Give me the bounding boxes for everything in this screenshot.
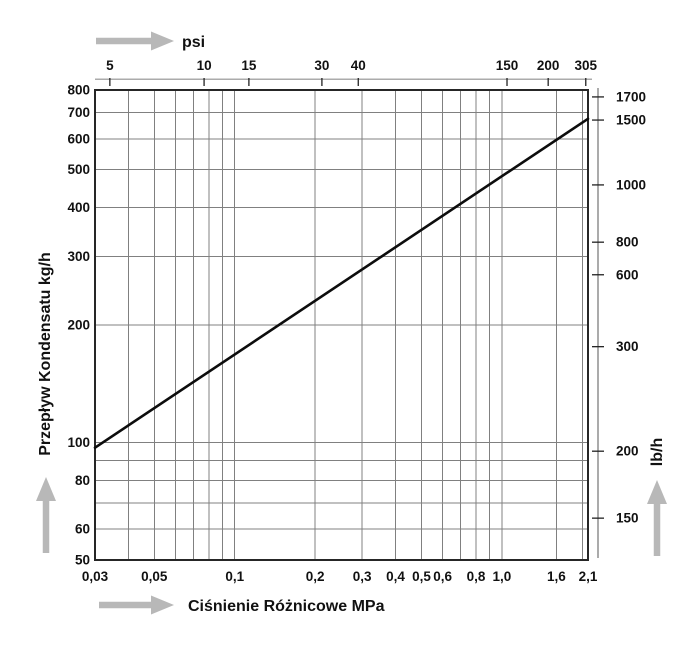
x-tick-label: 2,1 [579, 569, 598, 584]
x-tick-label: 0,4 [386, 569, 405, 584]
y-tick-label: 200 [67, 318, 90, 333]
lbh-tick-label: 200 [616, 444, 639, 459]
x-tick-label: 1,0 [493, 569, 512, 584]
psi-tick-label: 30 [314, 58, 329, 73]
y-tick-label: 60 [75, 522, 90, 537]
x-tick-label: 0,2 [306, 569, 325, 584]
lbh-tick-label: 1700 [616, 89, 646, 104]
psi-tick-label: 40 [351, 58, 366, 73]
y-tick-label: 400 [67, 200, 90, 215]
x-tick-label: 0,03 [82, 569, 109, 584]
x-tick-label: 0,8 [467, 569, 486, 584]
y-tick-label: 300 [67, 249, 90, 264]
y-tick-label: 80 [75, 473, 90, 488]
lbh-tick-label: 300 [616, 339, 639, 354]
psi-tick-label: 305 [575, 58, 598, 73]
y-tick-label: 500 [67, 162, 90, 177]
left-axis-title: Przepływ Kondensatu kg/h [37, 252, 54, 456]
lbh-tick-label: 150 [616, 511, 639, 526]
x-tick-label: 1,6 [547, 569, 566, 584]
x-tick-label: 0,05 [141, 569, 168, 584]
bottom-axis-arrow-icon [99, 595, 174, 615]
top-axis-title: psi [182, 34, 205, 51]
left-axis-arrow-icon [36, 477, 56, 553]
lbh-tick-label: 1000 [616, 177, 646, 192]
psi-tick-label: 200 [537, 58, 560, 73]
y-tick-label: 700 [67, 105, 90, 120]
x-tick-label: 0,5 [412, 569, 431, 584]
x-tick-label: 0,1 [225, 569, 244, 584]
y-tick-label: 800 [67, 83, 90, 98]
top-axis-arrow-icon [96, 31, 174, 51]
x-tick-label: 0,3 [353, 569, 372, 584]
right-axis-title: lb/h [649, 438, 666, 466]
x-tick-label: 0,6 [433, 569, 452, 584]
psi-tick-label: 10 [197, 58, 212, 73]
lbh-tick-label: 1500 [616, 113, 646, 128]
plot-border [94, 89, 589, 561]
lbh-tick-label: 600 [616, 267, 639, 282]
psi-tick-label: 5 [106, 58, 114, 73]
condensate-capacity-line [93, 117, 590, 449]
y-tick-label: 600 [67, 131, 90, 146]
psi-tick-label: 15 [241, 58, 257, 73]
right-axis-arrow-icon [647, 480, 667, 556]
lbh-tick-label: 800 [616, 235, 639, 250]
plot-area: 0,03 0,05 0,1 0,2 0,3 0,4 0,5 0,6 0,8 1,0 1,6 2,1 80… [67, 58, 646, 584]
bottom-axis-title: Ciśnienie Różnicowe MPa [188, 598, 385, 615]
psi-tick-label: 150 [496, 58, 519, 73]
y-tick-label: 100 [67, 435, 90, 450]
y-tick-label: 50 [75, 553, 90, 568]
